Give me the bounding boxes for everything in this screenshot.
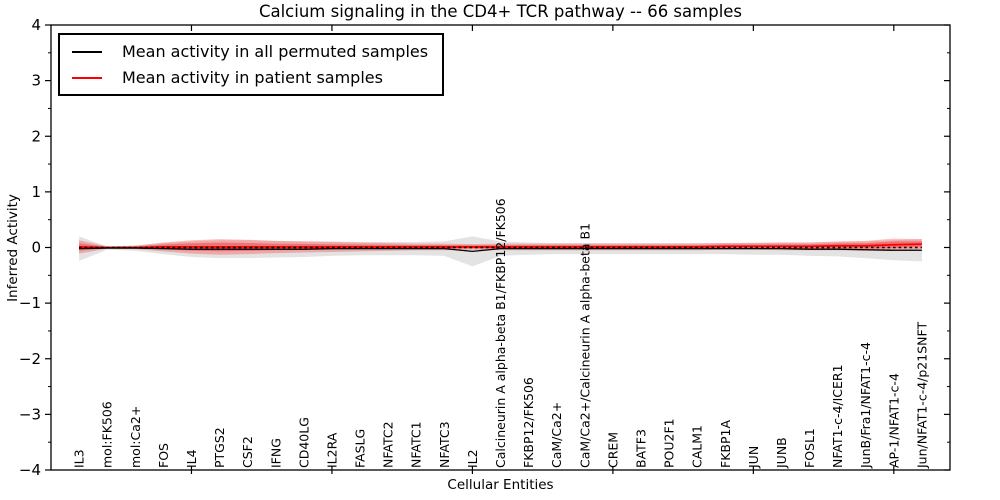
- x-axis-tick-label: NFATC3: [437, 421, 452, 468]
- x-axis-tick-label: CaM/Ca2+/Calcineurin A alpha-beta B1: [577, 223, 592, 468]
- x-axis-tick-label: POU2F1: [662, 418, 677, 468]
- y-axis-tick-label: −1: [19, 294, 41, 312]
- x-axis-tick-label: mol:Ca2+: [128, 406, 143, 468]
- y-axis-tick-label: 1: [31, 183, 41, 201]
- x-axis-tick-label: NFATC2: [381, 421, 396, 468]
- y-axis-tick-label: 0: [31, 239, 41, 257]
- x-axis-tick-label: JunB/Fra1/NFAT1-c-4: [858, 342, 873, 469]
- x-axis-tick-label: BATF3: [633, 429, 648, 468]
- x-axis-tick-label: NFATC1: [409, 421, 424, 468]
- permuted-line-sample: [72, 50, 102, 53]
- x-axis-tick-label: CALM1: [690, 425, 705, 468]
- x-axis-tick-label: JUN: [746, 446, 761, 469]
- x-axis-tick-label: AP-1/NFAT1-c-4: [886, 373, 901, 468]
- x-axis-title: Cellular Entities: [447, 477, 554, 493]
- x-axis-tick-label: CSF2: [240, 436, 255, 468]
- legend-label-patient: Mean activity in patient samples: [122, 68, 383, 87]
- x-axis-tick-label: CD40LG: [296, 417, 311, 468]
- x-axis-tick-label: FKBP1A: [718, 420, 733, 468]
- legend-entry-patient: Mean activity in patient samples: [72, 68, 428, 87]
- y-axis-tick-label: 3: [31, 72, 41, 90]
- x-axis-tick-label: FASLG: [353, 429, 368, 468]
- x-axis-tick-label: JUNB: [774, 437, 789, 469]
- x-axis-tick-label: PTGS2: [212, 427, 227, 468]
- patient-mean-line: [79, 243, 922, 249]
- y-axis-tick-label: −2: [19, 350, 41, 368]
- legend-label-permuted: Mean activity in all permuted samples: [122, 42, 429, 61]
- x-axis-tick-label: FKBP12/FK506: [521, 377, 536, 468]
- x-axis-tick-label: CREM: [605, 432, 620, 468]
- x-axis-tick-label: IL3: [72, 449, 87, 468]
- plot-title: Calcium signaling in the CD4+ TCR pathwa…: [258, 2, 743, 21]
- x-axis-tick-label: IFNG: [268, 438, 283, 468]
- permuted-mean-line: [79, 247, 922, 253]
- x-axis-tick-label: Calcineurin A alpha-beta B1/FKBP12/FK506: [493, 198, 508, 468]
- legend-entry-permuted: Mean activity in all permuted samples: [72, 42, 428, 61]
- x-axis-tick-label: mol:FK506: [100, 401, 115, 468]
- y-axis-tick-label: 4: [31, 16, 41, 34]
- patient-line-sample: [72, 76, 102, 79]
- y-axis-tick-label: −3: [19, 405, 41, 423]
- legend: Mean activity in all permuted samples Me…: [58, 33, 445, 96]
- x-axis-tick-label: IL2: [465, 449, 480, 468]
- y-axis-tick-label: −4: [19, 461, 41, 479]
- x-axis-tick-label: FOSL1: [802, 428, 817, 468]
- x-axis-tick-label: IL2RA: [324, 432, 339, 468]
- x-axis-tick-label: IL4: [184, 449, 199, 468]
- x-axis-tick-label: FOS: [156, 443, 171, 468]
- permuted-std-band: [79, 236, 922, 267]
- x-axis-tick-label: Jun/NFAT1-c-4/p21SNFT: [914, 322, 929, 469]
- y-axis-tick-label: 2: [31, 127, 41, 145]
- x-axis-tick-label: NFAT1-c-4/ICER1: [830, 364, 845, 468]
- x-axis-tick-label: CaM/Ca2+: [549, 402, 564, 468]
